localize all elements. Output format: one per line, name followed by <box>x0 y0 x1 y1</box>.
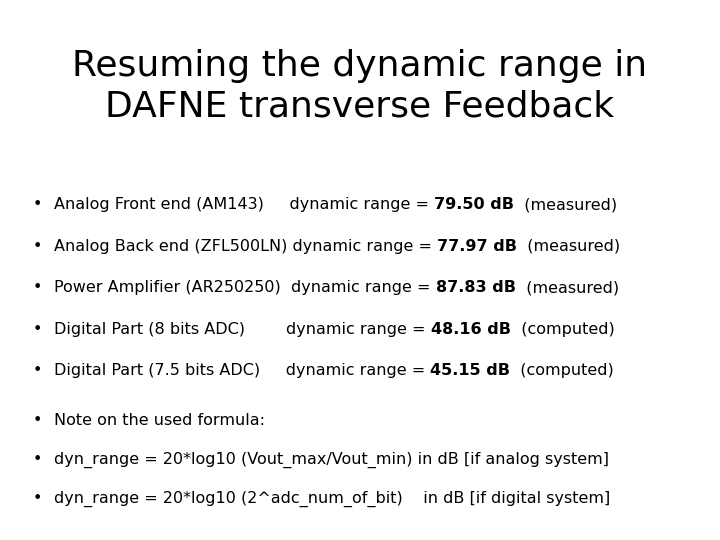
Text: 79.50 dB: 79.50 dB <box>434 197 514 212</box>
Text: 77.97 dB: 77.97 dB <box>437 239 517 254</box>
Text: dyn_range = 20*log10 (2^adc_num_of_bit)    in dB [if digital system]: dyn_range = 20*log10 (2^adc_num_of_bit) … <box>54 491 611 507</box>
Text: •: • <box>32 197 42 212</box>
Text: 48.16 dB: 48.16 dB <box>431 322 510 337</box>
Text: Power Amplifier (AR250250)  dynamic range =: Power Amplifier (AR250250) dynamic range… <box>54 280 436 295</box>
Text: Resuming the dynamic range in
DAFNE transverse Feedback: Resuming the dynamic range in DAFNE tran… <box>73 49 647 123</box>
Text: •: • <box>32 239 42 254</box>
Text: (measured): (measured) <box>514 197 617 212</box>
Text: (measured): (measured) <box>516 280 618 295</box>
Text: Analog Front end (AM143)     dynamic range =: Analog Front end (AM143) dynamic range = <box>54 197 434 212</box>
Text: •: • <box>32 413 42 428</box>
Text: •: • <box>32 322 42 337</box>
Text: •: • <box>32 363 42 379</box>
Text: 87.83 dB: 87.83 dB <box>436 280 516 295</box>
Text: dyn_range = 20*log10 (Vout_max/Vout_min) in dB [if analog system]: dyn_range = 20*log10 (Vout_max/Vout_min)… <box>54 452 609 468</box>
Text: (computed): (computed) <box>510 322 614 337</box>
Text: •: • <box>32 280 42 295</box>
Text: •: • <box>32 491 42 506</box>
Text: •: • <box>32 452 42 467</box>
Text: (measured): (measured) <box>517 239 620 254</box>
Text: (computed): (computed) <box>510 363 614 379</box>
Text: 45.15 dB: 45.15 dB <box>431 363 510 379</box>
Text: Digital Part (7.5 bits ADC)     dynamic range =: Digital Part (7.5 bits ADC) dynamic rang… <box>54 363 431 379</box>
Text: Analog Back end (ZFL500LN) dynamic range =: Analog Back end (ZFL500LN) dynamic range… <box>54 239 437 254</box>
Text: Digital Part (8 bits ADC)        dynamic range =: Digital Part (8 bits ADC) dynamic range … <box>54 322 431 337</box>
Text: Note on the used formula:: Note on the used formula: <box>54 413 265 428</box>
